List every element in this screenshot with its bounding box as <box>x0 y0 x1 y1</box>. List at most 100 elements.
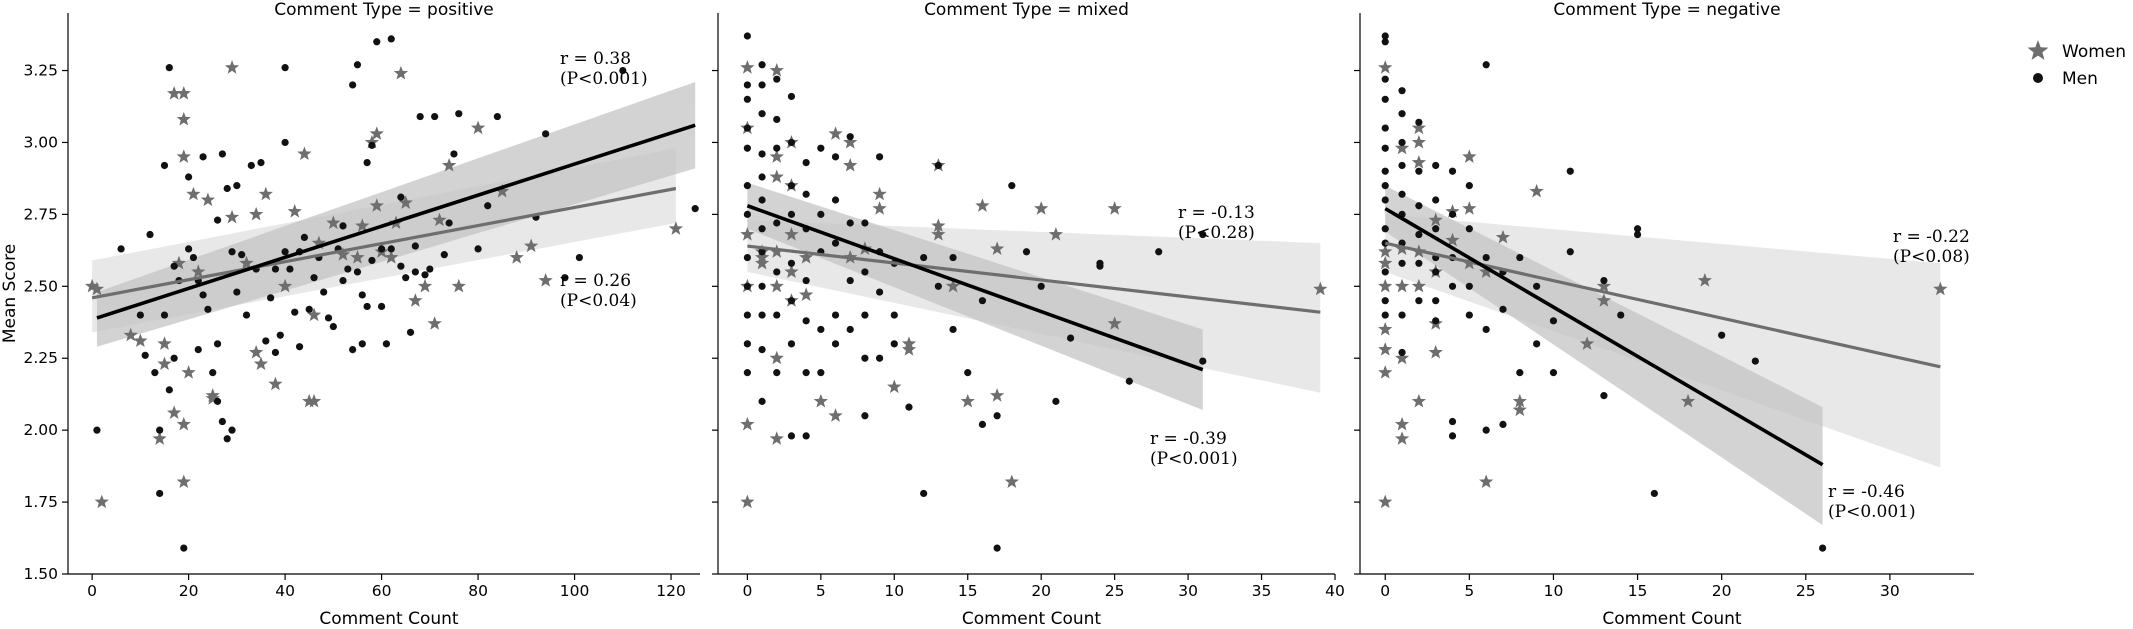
x-axis-label: Comment Count <box>319 609 459 629</box>
point-men <box>861 311 869 319</box>
point-women <box>931 227 946 241</box>
point-men <box>1398 161 1406 170</box>
point-men <box>861 219 869 227</box>
point-men <box>978 297 987 305</box>
point-women <box>1378 278 1393 293</box>
point-men <box>1465 282 1473 290</box>
point-men <box>363 302 371 311</box>
annotation-r: r = 0.38 <box>560 49 631 69</box>
point-women <box>306 393 322 408</box>
point-men <box>875 288 884 296</box>
point-men <box>743 124 751 132</box>
point-men <box>1125 377 1133 385</box>
point-women <box>417 278 433 293</box>
point-men <box>146 230 154 239</box>
point-women <box>1596 278 1612 293</box>
point-men <box>831 153 840 161</box>
point-men <box>199 153 207 161</box>
point-women <box>1411 120 1427 135</box>
point-men <box>209 369 217 377</box>
point-men <box>353 268 362 276</box>
x-tick-label: 25 <box>1796 582 1816 600</box>
point-women <box>784 227 799 241</box>
point-men <box>276 331 284 339</box>
point-women <box>176 416 191 431</box>
point-women <box>306 307 322 322</box>
point-men <box>802 276 810 285</box>
point-women <box>123 327 138 342</box>
annotation-p: (P<0.001) <box>560 69 648 89</box>
point-men <box>397 262 405 270</box>
point-men <box>1381 268 1389 276</box>
point-men <box>1432 225 1440 233</box>
point-women <box>335 247 351 261</box>
point-men <box>1199 230 1207 239</box>
annotation-r: r = -0.46 <box>1828 482 1905 502</box>
point-women <box>1529 183 1544 198</box>
panel-3: Comment Type = negative 0 5 10 15 20 25 30 Comme… <box>1354 0 1974 629</box>
point-men <box>281 64 289 72</box>
point-men <box>1199 357 1207 365</box>
point-men <box>238 251 246 259</box>
x-tick-label: 60 <box>372 582 392 600</box>
point-women <box>427 316 442 330</box>
point-women <box>843 157 858 172</box>
point-women <box>828 408 843 422</box>
point-women <box>181 365 196 379</box>
point-men <box>1398 348 1406 357</box>
point-men <box>170 354 178 362</box>
point-women <box>960 393 975 408</box>
point-men <box>1398 190 1406 198</box>
point-men <box>271 348 280 357</box>
point-men <box>450 150 458 158</box>
point-men <box>831 340 840 348</box>
point-men <box>920 253 928 262</box>
point-men <box>286 265 294 273</box>
point-women <box>326 215 341 230</box>
point-women <box>1378 321 1393 336</box>
point-women <box>740 60 755 74</box>
point-men <box>1415 118 1423 126</box>
point-men <box>387 35 395 43</box>
point-men <box>300 233 308 241</box>
point-women <box>989 241 1005 255</box>
point-men <box>561 274 569 282</box>
point-men <box>758 150 766 158</box>
x-tick-label: 30 <box>1880 582 1900 600</box>
point-men <box>358 291 366 299</box>
point-men <box>329 322 337 331</box>
point-men <box>758 248 766 256</box>
point-women <box>171 255 187 270</box>
point-men <box>787 138 796 147</box>
point-women <box>799 250 814 264</box>
annotation-p: (P<0.001) <box>1828 502 1916 522</box>
point-women <box>813 393 828 408</box>
point-women <box>828 126 843 140</box>
point-men <box>875 354 884 362</box>
point-men <box>117 245 125 253</box>
point-women <box>191 264 206 278</box>
x-tick-label: 15 <box>958 582 978 600</box>
x-tick-label: 5 <box>816 582 826 600</box>
point-men <box>160 311 169 319</box>
point-men <box>787 92 796 101</box>
point-men <box>1052 397 1060 405</box>
x-tick-label: 120 <box>656 582 686 600</box>
point-men <box>1415 230 1423 239</box>
point-women <box>277 278 293 293</box>
x-tick-label: 20 <box>179 582 199 600</box>
point-men <box>1398 311 1406 319</box>
point-men <box>978 420 987 428</box>
point-men <box>411 242 419 250</box>
point-men <box>1432 196 1440 204</box>
point-men <box>160 161 169 170</box>
point-men <box>233 288 241 296</box>
point-men <box>1432 161 1440 170</box>
point-women <box>887 379 902 394</box>
point-men <box>993 412 1001 420</box>
point-men <box>787 340 796 348</box>
panel-2: Comment Type = mixed 0 5 10 15 20 25 30 35 40 Comm… <box>712 0 1345 629</box>
point-women <box>872 186 887 201</box>
point-men <box>743 369 751 377</box>
point-men <box>363 159 371 167</box>
